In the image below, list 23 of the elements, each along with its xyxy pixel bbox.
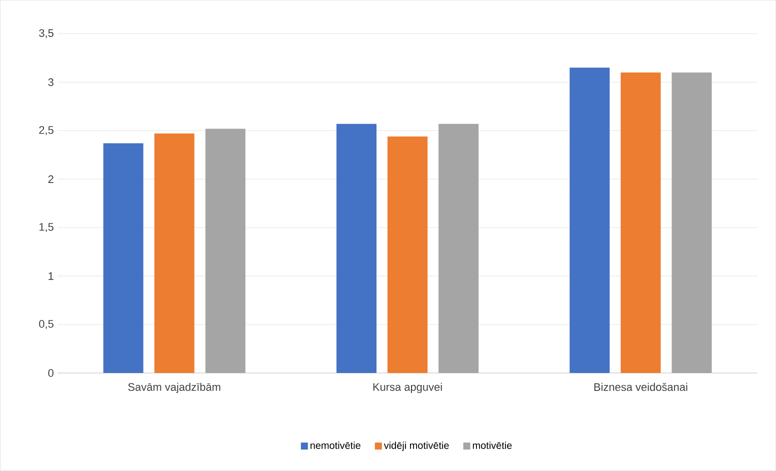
bar [620,72,661,374]
x-tick-label: Kursa apguvei [373,382,442,394]
y-tick-label: 2,5 [39,126,54,136]
y-tick-label: 2 [48,175,54,184]
bar [103,143,144,374]
legend-label: motivētie [472,442,512,450]
y-tick-label: 1,5 [39,223,54,232]
y-tick-label: 3,5 [39,29,54,38]
bar [154,134,194,374]
bar [438,124,479,374]
y-tick-label: 0,5 [39,320,54,330]
x-tick-label: Savām vajadzībām [128,382,220,394]
legend-label: vidēji motivētie [384,442,449,452]
bar [672,72,712,374]
y-tick-label: 1 [48,272,54,280]
bar [388,136,428,374]
legend-label: nemotivētie [310,442,360,450]
bar [205,128,246,374]
bar [336,124,376,374]
x-tick-label: Biznesa veidošanai [594,382,688,392]
bar [570,68,610,374]
y-tick-label: 3 [48,78,54,86]
y-tick-label: 0 [48,369,54,377]
